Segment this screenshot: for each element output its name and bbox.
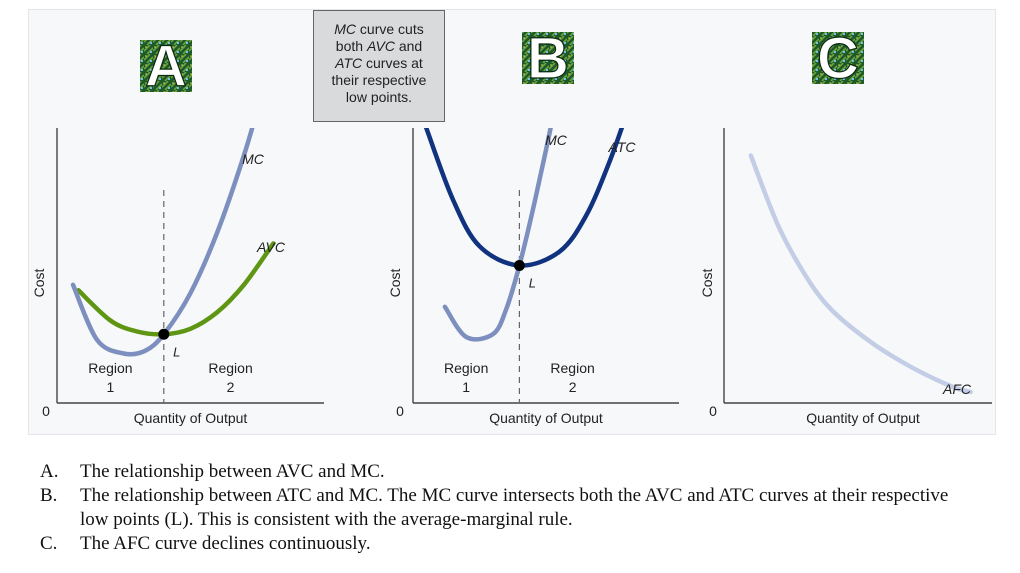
chart-badge-bg — [522, 32, 574, 84]
caption-text: The AFC curve declines continuously. — [80, 533, 371, 554]
caption-letter: A. — [40, 461, 59, 482]
caption-letter: C. — [40, 533, 58, 554]
x-axis-label: Quantity of Output — [489, 410, 603, 426]
y-axis-label: Cost — [31, 269, 47, 298]
series-label-afc: AFC — [942, 381, 972, 397]
captions: A. The relationship between AVC and MC. … — [40, 460, 980, 556]
callout-avc-term: AVC — [366, 38, 395, 54]
series-label-mc: MC — [242, 151, 265, 167]
intersection-label: L — [173, 344, 180, 359]
series-line-avc — [76, 241, 276, 337]
chart-badge-bg — [140, 40, 192, 92]
series-label-mc: MC — [545, 132, 568, 148]
x-axis-label: Quantity of Output — [806, 410, 920, 426]
intersection-point — [158, 328, 170, 340]
callout-atc-term: ATC — [335, 55, 363, 71]
origin-label: 0 — [396, 403, 404, 419]
y-axis-label: Cost — [699, 269, 715, 298]
region-number: 2 — [227, 379, 235, 395]
region-number: 1 — [462, 379, 470, 395]
series-line-afc — [748, 153, 973, 395]
series-line-atc — [424, 128, 625, 268]
chart-badge-bg — [812, 32, 864, 84]
chart-c: C 0 Quantity of Output Cost AFC — [699, 25, 992, 426]
region-label: Region — [550, 360, 594, 376]
chart-badge-letter: B — [527, 26, 569, 91]
origin-label: 0 — [709, 403, 717, 419]
caption-letter: B. — [40, 485, 58, 506]
chart-badge-letter: C — [817, 26, 859, 91]
region-number: 2 — [569, 379, 577, 395]
chart-a: A 0 Quantity of Output Cost Region 1 Region 2 AV… — [31, 33, 324, 426]
region-label: Region — [208, 360, 252, 376]
charts-svg: A 0 Quantity of Output Cost Region 1 Region 2 AV… — [31, 25, 992, 426]
region-label: Region — [444, 360, 488, 376]
origin-label: 0 — [42, 403, 50, 419]
caption-c: C. The AFC curve declines continuously. — [40, 532, 980, 556]
series-line-mc — [70, 128, 255, 357]
region-number: 1 — [107, 379, 115, 395]
mc-callout-box: MC curve cuts both AVC and ATC curves at… — [313, 10, 445, 122]
series-label-avc: AVC — [256, 239, 286, 255]
caption-text: The relationship between AVC and MC. — [80, 461, 385, 482]
caption-text: The relationship between ATC and MC. The… — [80, 485, 949, 530]
y-axis-label: Cost — [387, 269, 403, 298]
region-label: Region — [88, 360, 132, 376]
chart-b: B 0 Quantity of Output Cost Region 1 Region 2 MC… — [387, 25, 679, 426]
series-line-mc — [442, 128, 553, 342]
series-label-atc: ATC — [608, 139, 637, 155]
callout-mc-term: MC — [334, 21, 357, 37]
x-axis-label: Quantity of Output — [134, 410, 248, 426]
intersection-point — [513, 260, 525, 271]
caption-a: A. The relationship between AVC and MC. — [40, 460, 980, 484]
caption-b: B. The relationship between ATC and MC. … — [40, 484, 980, 532]
chart-badge-letter: A — [145, 34, 187, 99]
intersection-label: L — [529, 276, 536, 291]
